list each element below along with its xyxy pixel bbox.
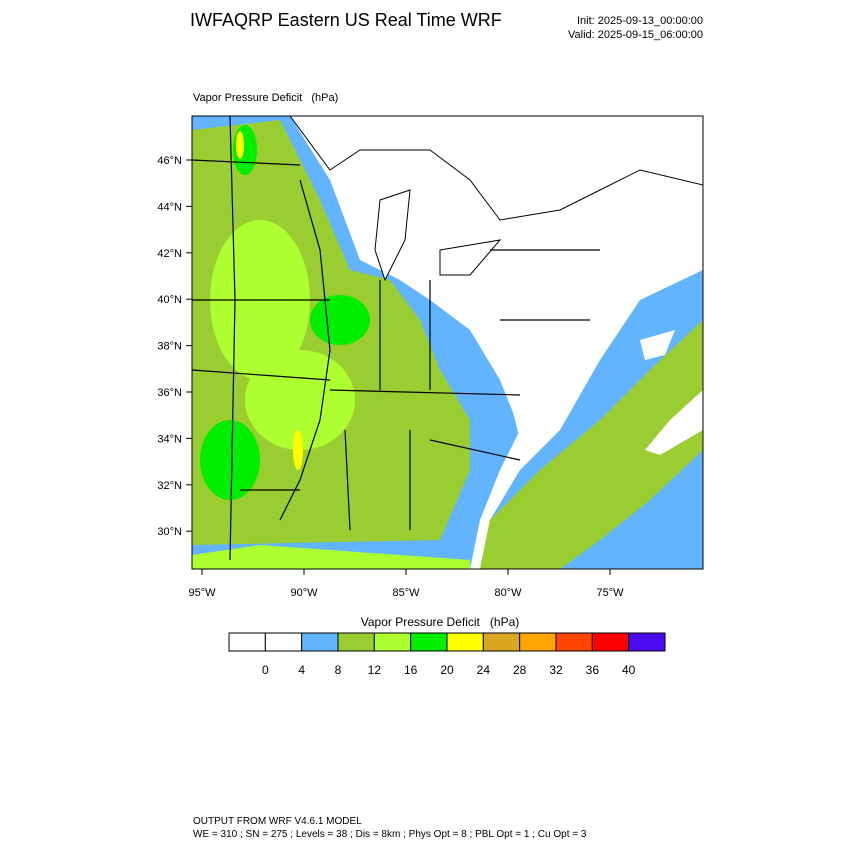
colorbar-label: 16	[404, 663, 418, 677]
lat-label: 34°N	[157, 433, 182, 445]
colorbar-title: Vapor Pressure Deficit (hPa)	[361, 615, 520, 629]
lat-label: 36°N	[157, 387, 182, 399]
state-borders	[192, 116, 600, 561]
colorbar-label: 20	[440, 663, 454, 677]
colorbar-box	[410, 632, 448, 652]
colorbar-label: 0	[262, 663, 269, 677]
footer-line: OUTPUT FROM WRF V4.6.1 MODEL	[193, 816, 362, 827]
colorbar-label: 36	[586, 663, 600, 677]
lat-label: 40°N	[157, 294, 182, 306]
colorbar-box	[519, 632, 557, 652]
map-frame	[191, 115, 704, 570]
east-land	[500, 230, 600, 440]
ocean-gap	[640, 330, 675, 360]
colorbar-label: 28	[513, 663, 527, 677]
land-shading	[236, 131, 244, 159]
lon-label: 85°W	[392, 587, 420, 599]
lon-label: 95°W	[188, 587, 216, 599]
lake-erie	[439, 239, 502, 276]
colorbar-box	[337, 632, 375, 652]
colorbar-box	[373, 632, 412, 652]
ocean-gap	[645, 390, 703, 455]
colorbar-box	[628, 632, 666, 652]
lon-label: 80°W	[494, 587, 522, 599]
lake-michigan	[374, 189, 411, 282]
title: IWFAQRP Eastern US Real Time WRF	[190, 10, 502, 30]
land-shading	[245, 350, 355, 450]
colorbar-box	[591, 632, 630, 652]
lon-label: 75°W	[596, 587, 624, 599]
colorbar-box	[482, 632, 521, 652]
colorbar-label: 8	[335, 663, 342, 677]
lat-label: 42°N	[157, 248, 182, 260]
map	[191, 115, 704, 570]
colorbar-label: 4	[298, 663, 305, 677]
land-shading	[293, 430, 303, 470]
land-shading	[310, 295, 370, 345]
canada-lakes	[289, 116, 703, 221]
lat-label: 32°N	[157, 480, 182, 492]
axis-labels: 46°N 44°N 42°N 40°N 38°N 36°N 34°N 32°N 30°N 95°W…	[157, 155, 624, 599]
colorbar-label: 32	[549, 663, 563, 677]
colorbar-label: 24	[477, 663, 491, 677]
map-title: Vapor Pressure Deficit (hPa)	[193, 92, 338, 104]
colorbar-label: 12	[368, 663, 382, 677]
colorbar: 0 4 8 12 16 20 24 28 32 36 40	[228, 632, 666, 677]
colorbar-box	[555, 632, 593, 652]
lat-label: 46°N	[157, 155, 182, 167]
colorbar-box	[264, 632, 303, 652]
lon-label: 90°W	[290, 587, 318, 599]
colorbar-box	[228, 632, 266, 652]
ocean-shading	[480, 320, 703, 569]
lat-label: 44°N	[157, 201, 182, 213]
lat-label: 38°N	[157, 341, 182, 353]
footer-line: WE = 310 ; SN = 275 ; Levels = 38 ; Dis …	[193, 829, 587, 840]
land-shading	[200, 420, 260, 500]
valid-time: Valid: 2025-09-15_06:00:00	[568, 29, 703, 41]
init-time: Init: 2025-09-13_00:00:00	[577, 15, 703, 27]
gulf-shading	[192, 545, 470, 569]
colorbar-box	[446, 632, 484, 652]
lat-label: 30°N	[157, 526, 182, 538]
colorbar-box	[301, 632, 339, 652]
colorbar-label: 40	[622, 663, 636, 677]
